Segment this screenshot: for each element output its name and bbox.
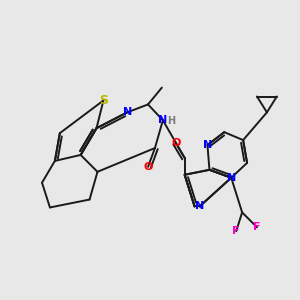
Text: S: S [99, 94, 108, 107]
Text: N: N [123, 107, 132, 117]
Text: N: N [158, 115, 167, 125]
Text: N: N [195, 202, 204, 212]
Text: F: F [253, 222, 261, 232]
Text: H: H [167, 116, 175, 126]
Text: N: N [203, 140, 212, 150]
Text: O: O [171, 138, 180, 148]
Text: N: N [226, 173, 236, 183]
Text: F: F [232, 226, 240, 236]
Text: O: O [143, 162, 153, 172]
